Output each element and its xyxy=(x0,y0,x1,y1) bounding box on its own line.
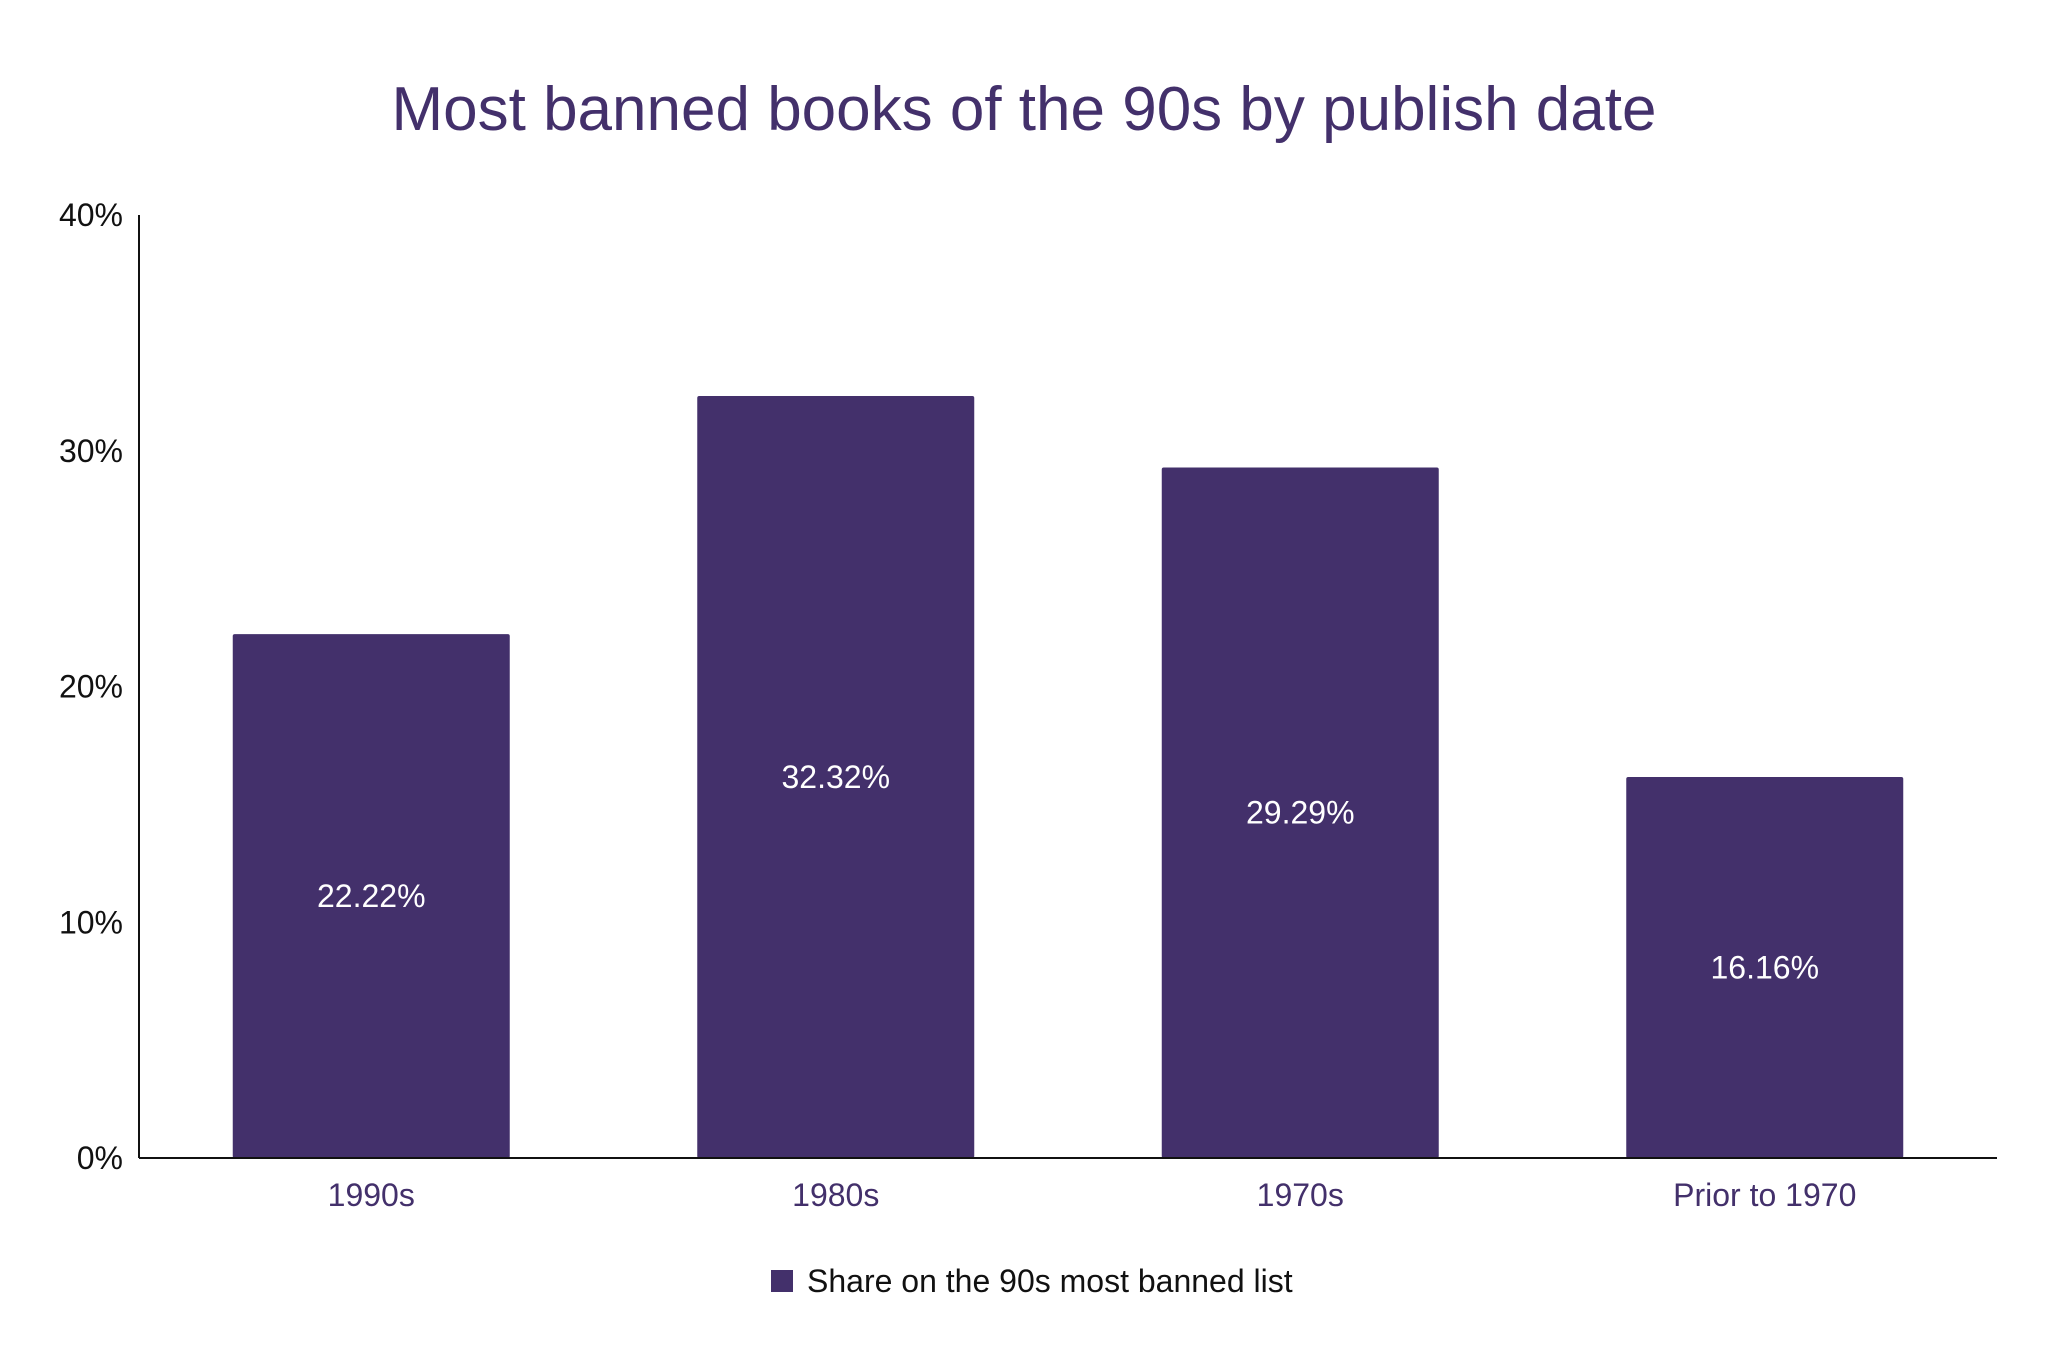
data-label: 32.32% xyxy=(781,759,890,795)
data-label: 29.29% xyxy=(1246,795,1355,831)
bar xyxy=(1626,777,1904,1158)
y-tick-label: 0% xyxy=(77,1140,123,1176)
x-tick-label: 1970s xyxy=(1257,1177,1344,1213)
y-tick-label: 30% xyxy=(59,433,123,469)
y-tick-label: 40% xyxy=(59,197,123,233)
bar xyxy=(697,396,975,1158)
data-label: 16.16% xyxy=(1710,950,1819,986)
x-tick-label: Prior to 1970 xyxy=(1673,1177,1856,1213)
x-tick-label: 1990s xyxy=(328,1177,415,1213)
x-tick-label: 1980s xyxy=(792,1177,879,1213)
legend-label: Share on the 90s most banned list xyxy=(807,1263,1293,1299)
y-tick-label: 10% xyxy=(59,904,123,940)
legend: Share on the 90s most banned list xyxy=(771,1263,1293,1299)
bar xyxy=(1161,467,1439,1158)
y-axis-ticks: 0% 10% 20% 30% 40% xyxy=(59,197,123,1176)
bar xyxy=(232,634,510,1158)
x-axis-ticks: 1990s 1980s 1970s Prior to 1970 xyxy=(328,1177,1857,1213)
legend-swatch xyxy=(771,1270,793,1292)
bars xyxy=(232,396,1904,1158)
data-label: 22.22% xyxy=(317,878,426,914)
y-tick-label: 20% xyxy=(59,669,123,705)
data-labels: 22.22% 32.32% 29.29% 16.16% xyxy=(317,759,1819,985)
chart-title: Most banned books of the 90s by publish … xyxy=(392,75,1657,144)
